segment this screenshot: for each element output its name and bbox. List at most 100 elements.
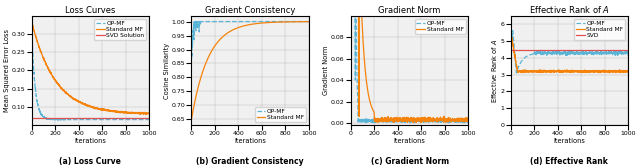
OP-MF [305, 20, 312, 23]
X-axis label: Iterations: Iterations [234, 138, 266, 144]
Standard MF [588, 71, 595, 73]
SVD Solution [145, 117, 153, 119]
Standard MF [279, 21, 287, 23]
Y-axis label: Mean Squared Error Loss: Mean Squared Error Loss [4, 29, 10, 112]
Standard MF [399, 119, 406, 121]
SVD [507, 49, 515, 51]
OP-MF [279, 20, 287, 23]
OP-MF [145, 119, 153, 121]
Legend: OP-MF, Standard MF, SVD: OP-MF, Standard MF, SVD [574, 19, 625, 40]
Standard MF [624, 70, 632, 72]
SVD [598, 49, 606, 51]
Legend: OP-MF, Standard MF: OP-MF, Standard MF [255, 107, 306, 122]
Standard MF [109, 110, 116, 112]
OP-MF [360, 119, 367, 121]
Standard MF [441, 119, 449, 121]
Standard MF [559, 70, 566, 72]
Standard MF [519, 70, 527, 72]
Standard MF [79, 103, 87, 105]
SVD Solution [109, 117, 116, 119]
OP-MF [239, 20, 247, 23]
Standard MF [120, 112, 127, 114]
Legend: OP-MF, Standard MF: OP-MF, Standard MF [415, 19, 465, 34]
Standard MF [439, 119, 447, 121]
OP-MF [268, 20, 276, 23]
OP-MF [439, 118, 447, 120]
OP-MF [28, 25, 35, 27]
Standard MF [76, 100, 83, 102]
OP-MF [40, 116, 47, 118]
X-axis label: Iterations: Iterations [394, 138, 426, 144]
SVD Solution [40, 117, 47, 119]
OP-MF [465, 118, 472, 120]
Legend: OP-MF, Standard MF, SVD Solution: OP-MF, Standard MF, SVD Solution [94, 19, 146, 40]
Standard MF [145, 113, 153, 115]
Line: OP-MF: OP-MF [351, 0, 468, 123]
OP-MF [399, 120, 407, 122]
Standard MF [142, 113, 150, 115]
SVD Solution [120, 117, 127, 119]
OP-MF [188, 61, 195, 63]
OP-MF [80, 119, 88, 121]
OP-MF [355, 122, 362, 124]
Standard MF [428, 118, 436, 120]
OP-MF [601, 51, 609, 53]
Line: Standard MF: Standard MF [511, 37, 628, 73]
OP-MF [191, 20, 198, 23]
Standard MF [122, 112, 129, 114]
Standard MF [235, 26, 243, 28]
Line: OP-MF: OP-MF [191, 22, 308, 62]
OP-MF [282, 20, 289, 23]
Title: Effective Rank of $A$: Effective Rank of $A$ [529, 4, 610, 15]
Standard MF [305, 21, 312, 23]
Text: (c) Gradient Norm: (c) Gradient Norm [371, 157, 449, 166]
Line: Standard MF: Standard MF [351, 0, 468, 123]
SVD Solution [79, 117, 87, 119]
OP-MF [588, 52, 595, 54]
OP-MF [441, 119, 449, 121]
Title: Gradient Norm: Gradient Norm [378, 6, 441, 15]
OP-MF [122, 119, 129, 121]
OP-MF [428, 119, 436, 121]
SVD Solution [28, 117, 35, 119]
OP-MF [76, 119, 83, 121]
OP-MF [509, 30, 516, 32]
Standard MF [598, 70, 606, 72]
SVD Solution [76, 117, 83, 119]
Text: (b) Gradient Consistency: (b) Gradient Consistency [196, 157, 304, 166]
Standard MF [40, 57, 47, 59]
OP-MF [519, 59, 527, 61]
Standard MF [508, 36, 515, 38]
Standard MF [600, 71, 608, 73]
Standard MF [507, 37, 515, 39]
OP-MF [59, 119, 67, 121]
Standard MF [395, 118, 403, 120]
OP-MF [200, 20, 207, 23]
X-axis label: Iterations: Iterations [554, 138, 585, 144]
Y-axis label: Gradient Norm: Gradient Norm [323, 46, 330, 95]
Y-axis label: Cosine Similarity: Cosine Similarity [164, 43, 170, 99]
Standard MF [188, 119, 195, 121]
Standard MF [465, 119, 472, 121]
Line: Standard MF: Standard MF [191, 22, 308, 120]
Title: Loss Curves: Loss Curves [65, 6, 116, 15]
Standard MF [268, 21, 276, 23]
SVD [554, 49, 562, 51]
OP-MF [120, 119, 127, 121]
OP-MF [109, 119, 116, 121]
Standard MF [28, 20, 35, 22]
Standard MF [612, 72, 620, 74]
SVD [600, 49, 608, 51]
Line: OP-MF: OP-MF [31, 26, 149, 120]
OP-MF [559, 51, 566, 53]
X-axis label: Iterations: Iterations [74, 138, 106, 144]
Standard MF [359, 40, 367, 42]
OP-MF [507, 47, 515, 49]
Text: (a) Loss Curve: (a) Loss Curve [60, 157, 121, 166]
SVD [519, 49, 527, 51]
Standard MF [554, 71, 562, 73]
OP-MF [624, 55, 632, 57]
OP-MF [235, 20, 243, 23]
Standard MF [200, 69, 207, 71]
OP-MF [554, 51, 562, 53]
